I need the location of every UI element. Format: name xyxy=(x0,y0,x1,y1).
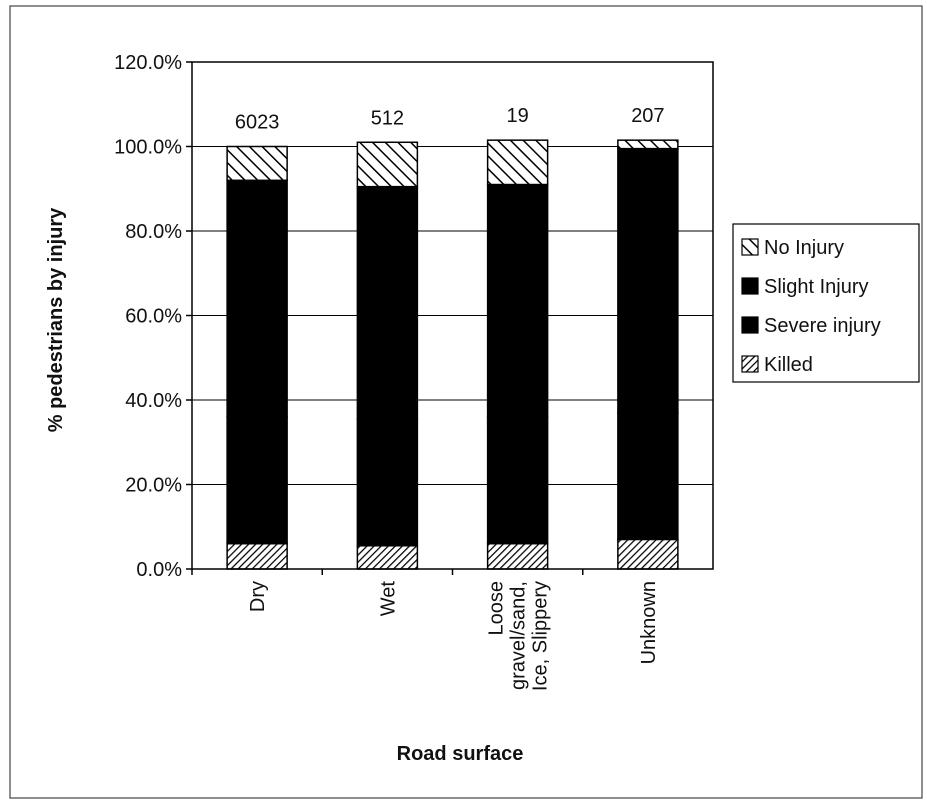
y-tick-label: 0.0% xyxy=(136,559,182,581)
bar-total-labels: 6023 512 19 207 xyxy=(235,105,665,133)
bar-segment-slight-injury xyxy=(617,147,679,414)
bar-segment-no-injury xyxy=(356,141,419,188)
bar-segment-no-injury xyxy=(617,139,679,150)
x-category-label: Loosegravel/sand,Ice, Slippery xyxy=(486,581,552,691)
x-axis-categories: Dry Wet Loosegravel/sand,Ice, Slippery Unkn… xyxy=(191,569,660,691)
y-axis-ticks: 0.0% 20.0% 40.0% 60.0% 80.0% 100.0% 120.0% xyxy=(114,52,192,581)
bar-segment-severe-injury xyxy=(356,418,419,547)
chart-frame xyxy=(9,5,923,799)
legend: No Injury Slight Injury Severe injury Kille… xyxy=(732,223,920,383)
bar-segment-killed xyxy=(617,538,679,570)
bar-segment-no-injury xyxy=(486,139,549,186)
bar-segment-severe-injury xyxy=(617,411,679,541)
x-category-label: Dry xyxy=(247,581,269,612)
y-tick-label: 40.0% xyxy=(125,390,182,412)
legend-label: No Injury xyxy=(764,237,844,259)
bar-total-label: 207 xyxy=(631,105,664,127)
bars xyxy=(226,139,679,570)
x-category-label: Unknown xyxy=(638,581,660,664)
bar-segment-slight-injury xyxy=(226,179,288,418)
bar-segment-slight-injury xyxy=(486,183,549,418)
legend-label: Slight Injury xyxy=(764,276,869,298)
bar-segment-no-injury xyxy=(226,145,288,182)
y-tick-label: 60.0% xyxy=(125,306,182,328)
y-tick-label: 20.0% xyxy=(125,475,182,497)
y-tick-label: 100.0% xyxy=(114,137,182,159)
legend-swatch xyxy=(741,277,759,295)
y-tick-label: 120.0% xyxy=(114,52,182,74)
bar-segment-killed xyxy=(486,542,549,570)
legend-label: Severe injury xyxy=(764,315,881,337)
bar-segment-killed xyxy=(226,542,288,570)
bar-total-label: 6023 xyxy=(235,112,280,134)
y-axis-title: % pedestrians by injury xyxy=(45,207,67,432)
legend-swatch xyxy=(741,238,759,256)
bar-segment-killed xyxy=(356,545,419,570)
x-axis-title: Road surface xyxy=(397,743,524,765)
bar-segment-slight-injury xyxy=(356,185,419,420)
legend-swatch xyxy=(741,316,759,334)
bar-total-label: 19 xyxy=(507,105,529,127)
x-category-label: Wet xyxy=(377,581,399,617)
legend-swatch xyxy=(741,355,759,373)
legend-label: Killed xyxy=(764,354,813,376)
bar-segment-severe-injury xyxy=(226,416,288,545)
bar-total-label: 512 xyxy=(371,107,404,129)
bar-segment-severe-injury xyxy=(486,416,549,545)
legend-box xyxy=(732,223,920,383)
y-tick-label: 80.0% xyxy=(125,221,182,243)
